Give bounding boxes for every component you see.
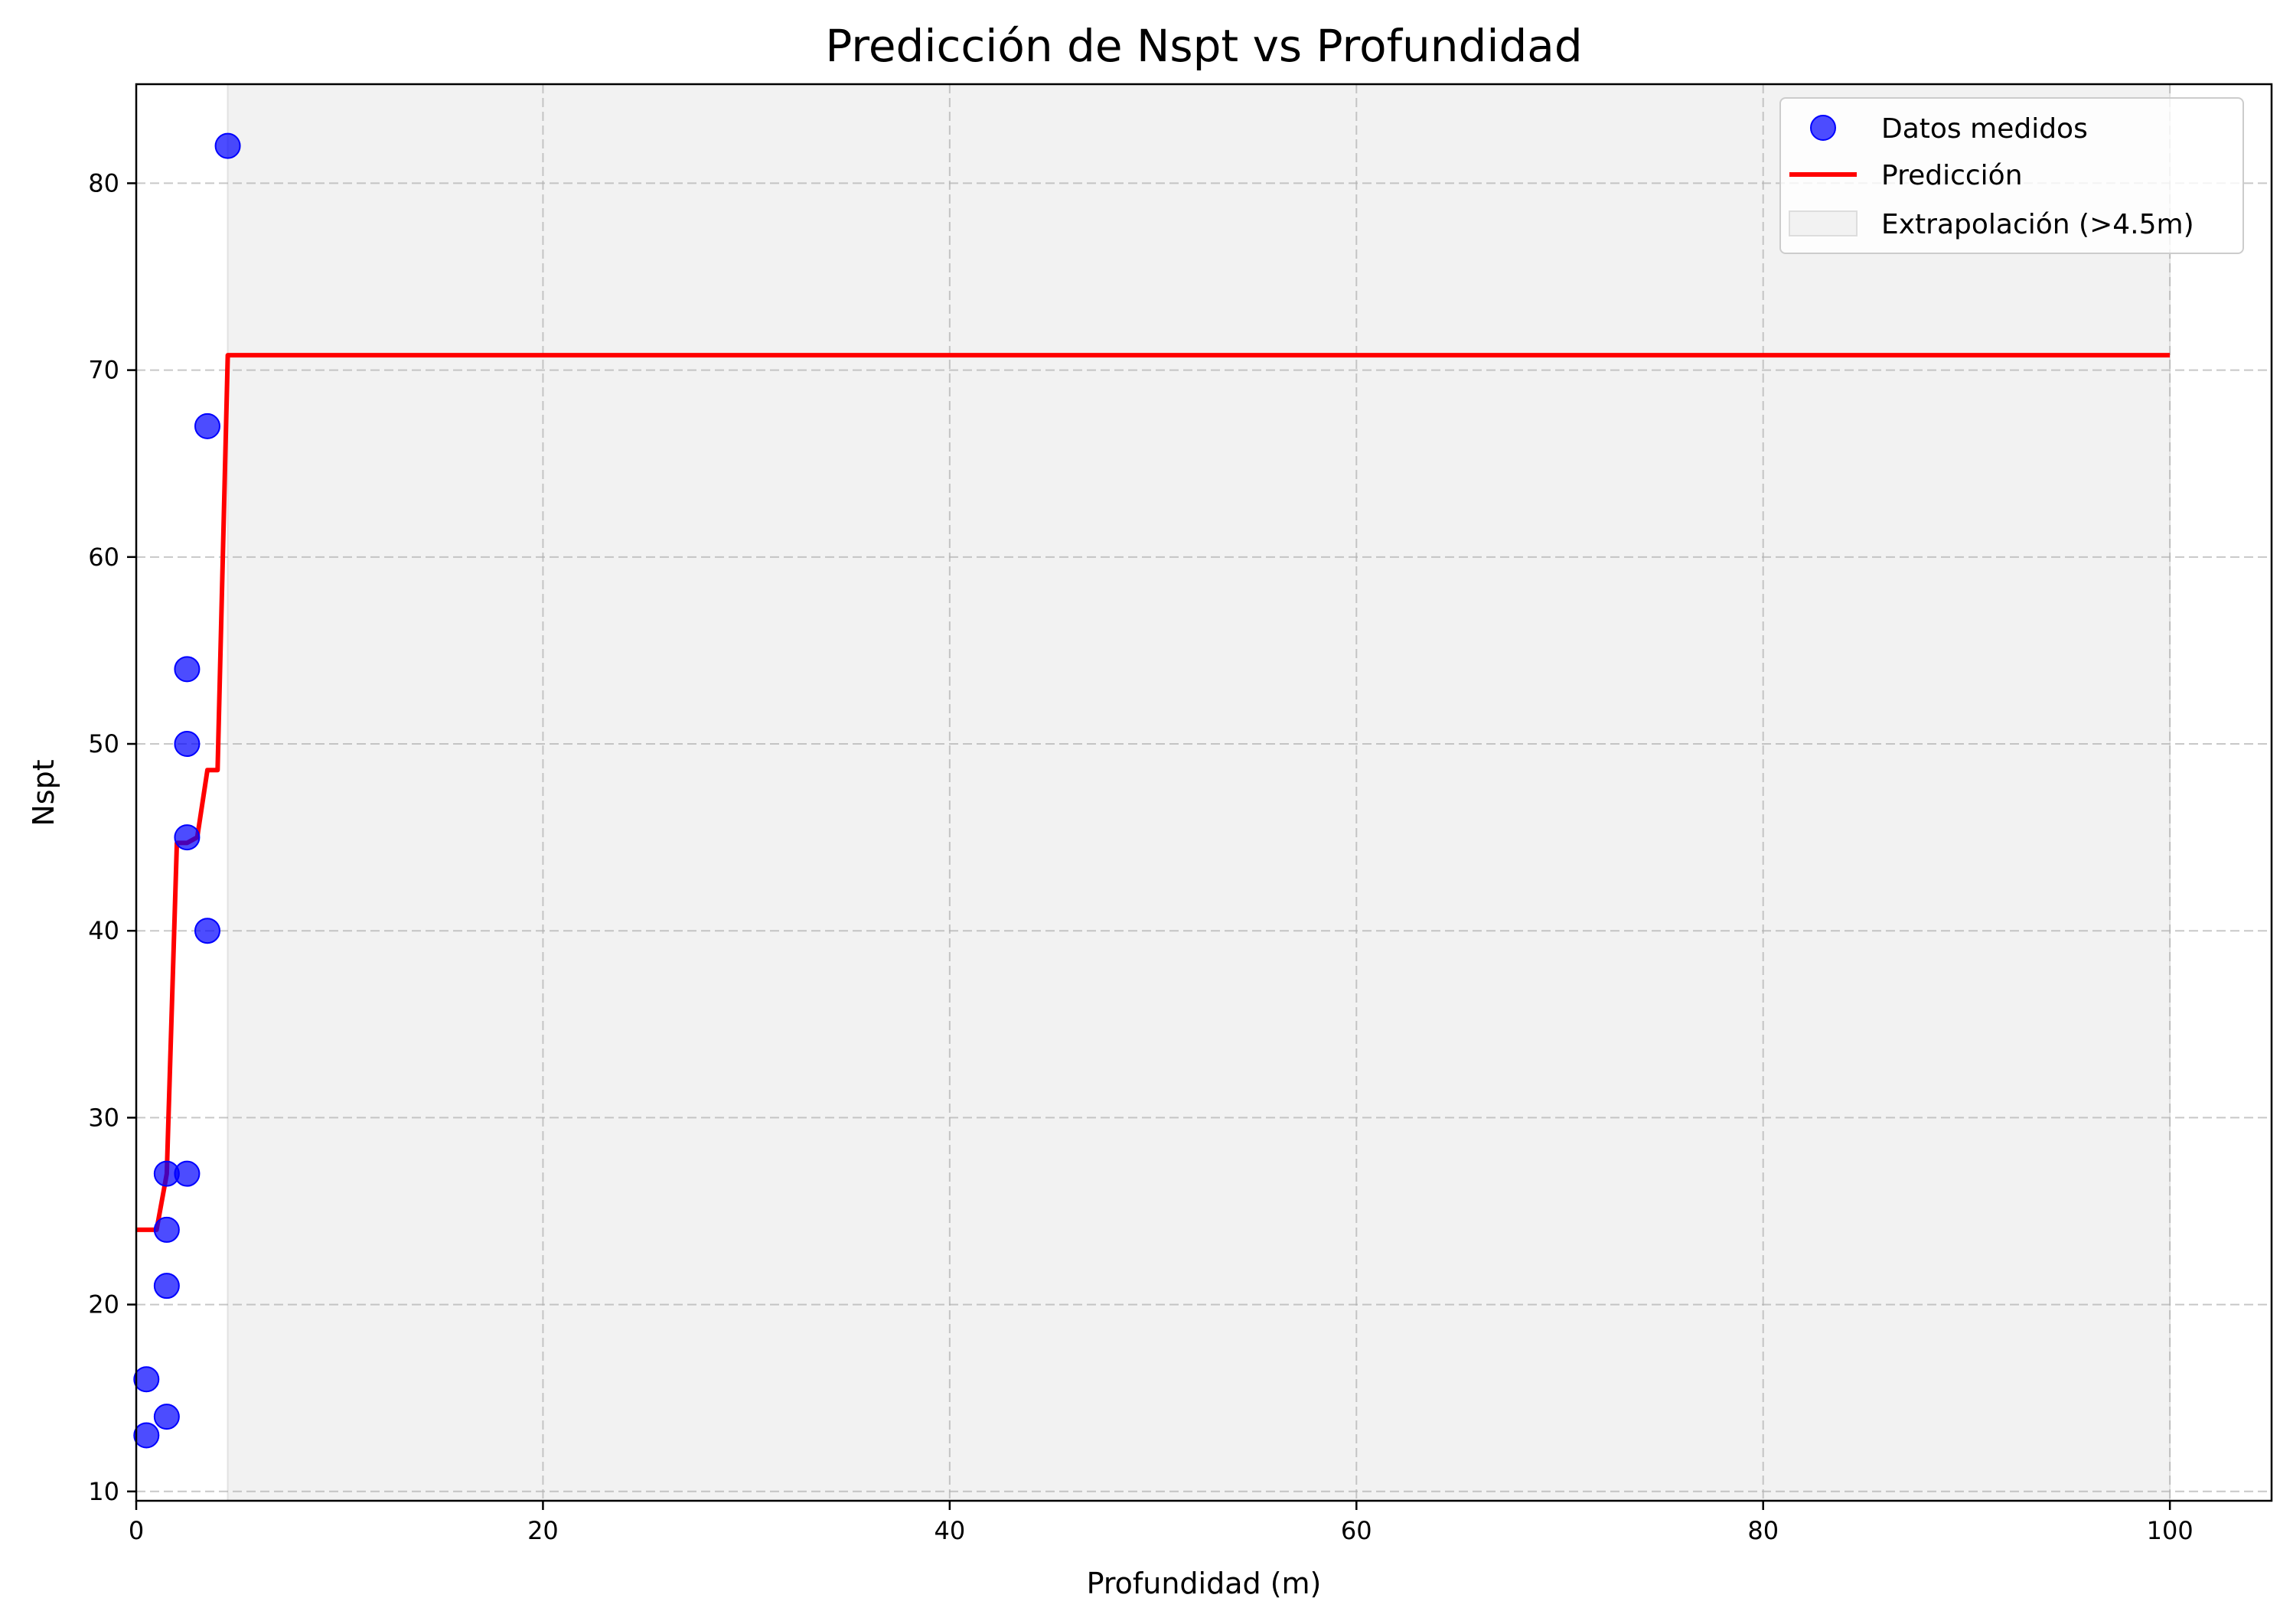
x-tick-label: 80 — [1747, 1516, 1779, 1545]
legend-label-scatter: Datos medidos — [1881, 113, 2088, 145]
x-tick-label: 0 — [129, 1516, 144, 1545]
data-point — [174, 824, 201, 851]
y-tick-label: 20 — [88, 1290, 119, 1319]
data-point — [153, 1273, 180, 1300]
data-point — [194, 413, 220, 439]
shaded-region-layer — [227, 83, 2171, 1502]
legend-box — [1779, 97, 2244, 254]
legend-label-line: Predicción — [1881, 160, 2023, 191]
data-point — [133, 1366, 160, 1393]
data-point — [174, 1160, 201, 1187]
data-point — [133, 1422, 160, 1449]
scatter-points-layer — [133, 132, 241, 1449]
x-tick-label: 40 — [934, 1516, 965, 1545]
data-point — [174, 656, 201, 683]
y-tick-label: 80 — [88, 168, 119, 197]
data-point — [153, 1216, 180, 1243]
grid-layer — [135, 84, 2272, 1501]
data-point — [174, 731, 201, 758]
axes-frame-layer — [135, 83, 2273, 1502]
axes-frame — [135, 83, 2273, 1502]
y-tick-label: 50 — [88, 729, 119, 758]
data-point — [153, 1404, 180, 1430]
tick-layer: 0 20 40 60 80 100 10 20 30 40 50 60 70 80 — [88, 168, 2193, 1545]
y-axis-label: Nspt — [27, 759, 60, 826]
legend-marker-region — [1789, 210, 1858, 236]
x-tick-label: 20 — [527, 1516, 559, 1545]
x-axis-label: Profundidad (m) — [1087, 1567, 1322, 1600]
x-tick-label: 60 — [1341, 1516, 1372, 1545]
legend-label-region: Extrapolación (>4.5m) — [1881, 209, 2194, 240]
y-tick-label: 60 — [88, 543, 119, 572]
y-tick-label: 30 — [88, 1103, 119, 1132]
y-tick-label: 40 — [88, 916, 119, 945]
extrapolation-region — [227, 83, 2171, 1502]
chart-title: Predicción de Nspt vs Profundidad — [825, 20, 1582, 72]
data-point — [194, 918, 220, 944]
y-tick-label: 10 — [88, 1477, 119, 1506]
y-tick-label: 70 — [88, 356, 119, 385]
legend: Datos medidos Predicción Extrapolación (… — [1779, 97, 2244, 254]
data-point — [214, 132, 241, 159]
x-tick-label: 100 — [2147, 1516, 2194, 1545]
legend-marker-scatter — [1810, 115, 1836, 141]
